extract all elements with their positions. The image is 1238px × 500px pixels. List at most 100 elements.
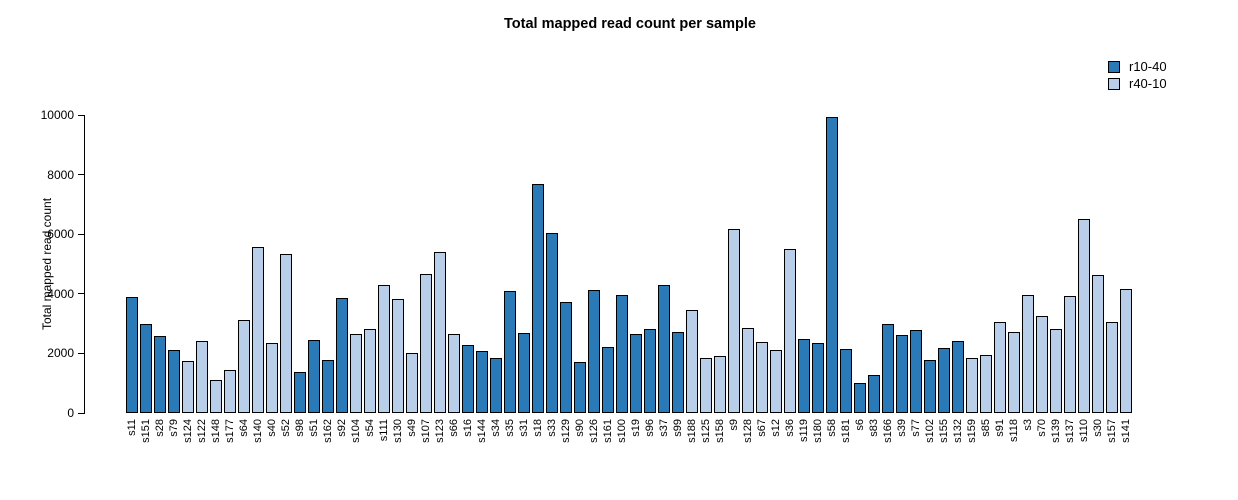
x-tick-label: s111	[377, 419, 390, 442]
x-tick-label: s151	[139, 419, 152, 443]
bar-s67	[756, 342, 768, 413]
x-tick-label: s33	[545, 419, 558, 437]
x-tick-label: s39	[895, 419, 908, 437]
bar-s96	[644, 328, 656, 413]
bar-s70	[1036, 315, 1048, 413]
bar-s92	[336, 298, 348, 413]
bar-s161	[602, 346, 614, 413]
y-axis-line	[84, 115, 85, 414]
bar-s180	[812, 343, 824, 413]
bar-s130	[392, 298, 404, 413]
bar-s110	[1078, 219, 1090, 413]
bar-s51	[308, 339, 320, 413]
legend-swatch-dark-blue	[1108, 61, 1120, 73]
y-tick-mark	[78, 352, 84, 354]
x-tick-label: s40	[265, 419, 278, 437]
x-tick-label: s119	[797, 419, 810, 443]
x-tick-label: s126	[587, 419, 600, 443]
legend-label: r40-10	[1129, 76, 1167, 91]
bar-s58	[826, 117, 838, 413]
bar-s125	[700, 357, 712, 413]
y-tick-mark	[78, 293, 84, 295]
x-tick-label: s28	[153, 419, 166, 437]
x-tick-label: s83	[867, 419, 880, 437]
bar-s18	[532, 184, 544, 413]
bar-s148	[210, 379, 222, 413]
bar-s104	[350, 334, 362, 413]
bar-s123	[434, 252, 446, 413]
y-tick-mark	[78, 174, 84, 176]
y-tick-mark	[78, 233, 84, 235]
bar-s132	[952, 341, 964, 413]
x-tick-label: s9	[727, 419, 740, 431]
x-tick-label: s144	[475, 419, 488, 443]
x-tick-label: s64	[237, 419, 250, 437]
x-tick-label: s52	[279, 419, 292, 437]
bar-s126	[588, 289, 600, 413]
x-tick-label: s16	[461, 419, 474, 437]
bar-s83	[868, 375, 880, 413]
bar-s144	[476, 350, 488, 413]
chart-title: Total mapped read count per sample	[504, 16, 756, 32]
x-tick-label: s162	[321, 419, 334, 443]
bar-s30	[1092, 275, 1104, 413]
x-tick-label: s31	[517, 419, 530, 437]
bar-s34	[490, 357, 502, 413]
bar-s77	[910, 329, 922, 413]
y-tick-label: 10000	[40, 108, 74, 122]
bar-s141	[1120, 288, 1132, 413]
bar-s158	[714, 355, 726, 413]
x-tick-label: s35	[503, 419, 516, 437]
bar-s12	[770, 350, 782, 413]
x-tick-label: s19	[629, 419, 642, 437]
bar-s11	[126, 297, 138, 413]
x-tick-label: s96	[643, 419, 656, 437]
x-tick-label: s12	[769, 419, 782, 437]
bar-s6	[854, 383, 866, 413]
x-tick-label: s99	[671, 419, 684, 437]
bar-s79	[168, 349, 180, 413]
x-tick-label: s157	[1105, 419, 1118, 443]
bar-s139	[1050, 328, 1062, 413]
bar-s100	[616, 294, 628, 413]
bar-s98	[294, 372, 306, 413]
x-tick-label: s132	[951, 419, 964, 443]
y-tick-mark	[78, 114, 84, 116]
x-tick-label: s188	[685, 419, 698, 443]
bar-s188	[686, 309, 698, 413]
bar-s16	[462, 344, 474, 413]
x-tick-label: s102	[923, 419, 936, 443]
x-tick-label: s98	[293, 419, 306, 437]
bar-s52	[280, 253, 292, 413]
x-tick-label: s54	[363, 419, 376, 437]
x-tick-label: s51	[307, 419, 320, 437]
y-axis-title: Total mapped read count	[40, 197, 54, 331]
x-tick-label: s91	[993, 419, 1006, 437]
x-tick-label: s6	[853, 419, 866, 431]
bar-s162	[322, 359, 334, 413]
x-tick-label: s110	[1077, 419, 1090, 443]
y-tick-mark	[78, 412, 84, 414]
x-tick-label: s130	[391, 419, 404, 443]
bar-s54	[364, 328, 376, 413]
x-tick-label: s70	[1035, 419, 1048, 437]
bar-s99	[672, 331, 684, 413]
bar-s3	[1022, 295, 1034, 413]
x-tick-label: s139	[1049, 419, 1062, 443]
x-tick-label: s100	[615, 419, 628, 443]
legend-swatch-light-blue	[1108, 78, 1120, 90]
x-tick-label: s159	[965, 419, 978, 443]
bar-s181	[840, 348, 852, 413]
x-tick-label: s3	[1021, 419, 1034, 431]
x-tick-label: s49	[405, 419, 418, 437]
x-tick-label: s90	[573, 419, 586, 437]
x-tick-label: s181	[839, 419, 852, 443]
bar-s33	[546, 233, 558, 413]
bar-s166	[882, 324, 894, 413]
x-tick-label: s67	[755, 419, 768, 437]
bar-s128	[742, 328, 754, 413]
x-tick-label: s85	[979, 419, 992, 437]
legend: r10-40 r40-10	[1108, 60, 1167, 91]
x-tick-label: s79	[167, 419, 180, 437]
bar-s37	[658, 285, 670, 413]
